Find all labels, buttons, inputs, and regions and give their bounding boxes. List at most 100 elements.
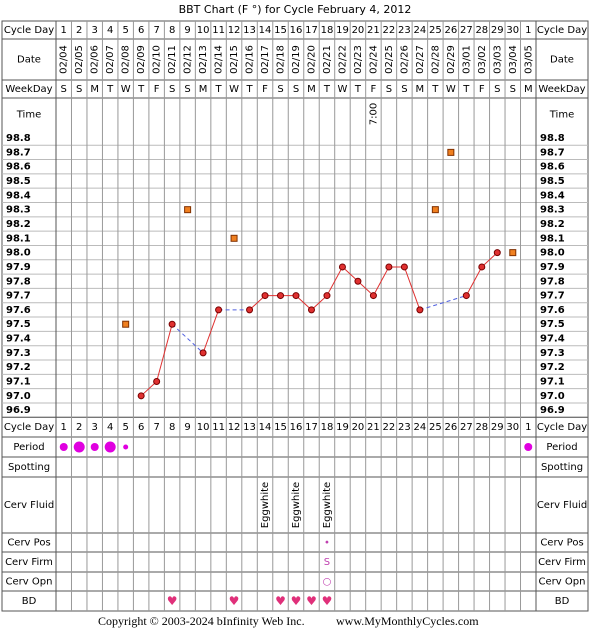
y-tick-label: 98.8 (6, 133, 31, 144)
y-tick-label: 97.6 (6, 305, 31, 316)
date: 02/04 (59, 45, 70, 74)
date: 03/04 (508, 45, 519, 74)
cycle-day: 13 (243, 422, 256, 433)
weekday: S (169, 84, 175, 95)
cycle-day: 9 (184, 25, 190, 36)
cycle-day: 15 (274, 25, 287, 36)
period-dot (59, 443, 68, 451)
y-tick-label: 98.1 (540, 233, 565, 244)
cycle-day: 30 (506, 422, 519, 433)
chart-title: BBT Chart (F °) for Cycle February 4, 20… (179, 3, 412, 16)
date: 02/24 (368, 45, 379, 74)
weekday: S (293, 84, 299, 95)
weekday: W (229, 84, 239, 95)
weekday: T (215, 84, 223, 95)
cycle-day: 26 (444, 25, 457, 36)
bd-heart: ♥ (322, 594, 333, 608)
temp-point (261, 292, 269, 300)
row-label: Cerv Opn (6, 577, 53, 588)
row-label: Cycle Day (4, 422, 54, 433)
date: 03/05 (523, 45, 534, 74)
temp-bridge (419, 295, 467, 311)
weekday: F (262, 84, 268, 95)
row-label: Cerv Opn (539, 577, 586, 588)
excluded-temp (230, 234, 238, 242)
date: 02/14 (214, 45, 225, 74)
weekday: F (479, 84, 485, 95)
y-tick-label: 97.7 (6, 291, 31, 302)
weekday: S (401, 84, 407, 95)
weekday: S (386, 84, 392, 95)
y-tick-label: 97.9 (6, 262, 31, 273)
row-label: BD (22, 596, 37, 607)
date: 02/13 (198, 45, 209, 74)
y-tick-label: 98.0 (540, 248, 565, 259)
cycle-day: 14 (259, 422, 272, 433)
y-tick-label: 96.9 (540, 405, 565, 416)
y-tick-label: 97.0 (540, 391, 565, 402)
weekday: T (323, 84, 331, 95)
weekday: T (245, 84, 253, 95)
temp-line (202, 309, 220, 354)
temp-point (168, 320, 176, 328)
weekday: S (494, 84, 500, 95)
y-tick-label: 98.2 (540, 219, 565, 230)
bd-heart: ♥ (275, 594, 286, 608)
cycle-day: 14 (259, 25, 272, 36)
cycle-day: 27 (460, 25, 473, 36)
cycle-day: 24 (414, 25, 427, 36)
cycle-day: 7 (153, 422, 159, 433)
cerv-fluid: Eggwhite (260, 482, 271, 528)
y-tick-label: 97.1 (6, 377, 31, 388)
cycle-day: 17 (305, 422, 318, 433)
date: 02/27 (415, 45, 426, 74)
cycle-day: 23 (398, 25, 411, 36)
row-label: Cycle Day (4, 25, 54, 36)
cycle-day: 7 (153, 25, 159, 36)
row-label: Cerv Firm (5, 557, 53, 568)
y-tick-label: 98.3 (540, 205, 565, 216)
cycle-day: 10 (197, 25, 210, 36)
date: 02/09 (136, 45, 147, 74)
weekday: T (431, 84, 439, 95)
weekday: W (338, 84, 348, 95)
temp-point (137, 392, 145, 400)
weekday: S (277, 84, 283, 95)
cerv-firm: S (324, 557, 330, 568)
date: 02/22 (337, 45, 348, 74)
y-tick-label: 97.9 (540, 262, 565, 273)
weekday: M (90, 84, 99, 95)
temp-point (246, 306, 254, 314)
y-tick-label: 98.6 (6, 162, 31, 173)
y-tick-label: 98.4 (6, 190, 31, 201)
row-label: Period (546, 442, 577, 453)
row-label: Period (13, 442, 44, 453)
temp-point (292, 292, 300, 300)
temp-point (493, 249, 501, 257)
excluded-temp (184, 206, 192, 214)
cycle-day: 27 (460, 422, 473, 433)
weekday: M (307, 84, 316, 95)
row-label: Time (16, 109, 41, 120)
cycle-day: 20 (352, 422, 365, 433)
cycle-day: 12 (228, 422, 241, 433)
weekday: S (61, 84, 67, 95)
weekday: M (524, 84, 533, 95)
weekday: F (371, 84, 377, 95)
cycle-day: 23 (398, 422, 411, 433)
date: 02/15 (229, 45, 240, 74)
copyright: Copyright © 2003-2024 bInfinity Web Inc. (98, 614, 305, 628)
cycle-day: 25 (429, 422, 442, 433)
cycle-day: 11 (212, 25, 225, 36)
y-tick-label: 98.4 (540, 190, 565, 201)
cycle-day: 5 (122, 25, 128, 36)
row-label: Spotting (541, 462, 583, 473)
cycle-day: 21 (367, 422, 380, 433)
weekday: S (184, 84, 190, 95)
bd-heart: ♥ (167, 594, 178, 608)
period-dot (524, 443, 533, 451)
cycle-day: 15 (274, 422, 287, 433)
cycle-day: 1 (525, 422, 531, 433)
cycle-day: 16 (290, 422, 303, 433)
